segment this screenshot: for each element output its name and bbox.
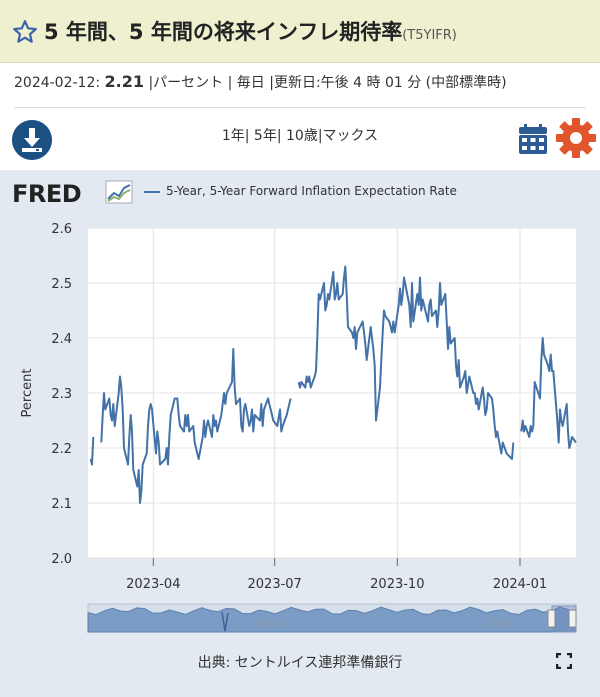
y-tick-label: 2.0 (51, 552, 72, 567)
fred-logo-icon (105, 180, 133, 204)
observation-details: |パーセント | 毎日 |更新日:午後 4 時 01 分 (中部標準時) (148, 75, 507, 91)
star-icon[interactable] (12, 19, 38, 45)
y-tick-label: 2.3 (51, 387, 72, 402)
y-axis-label: Percent (20, 369, 35, 418)
fred-logo: FRED (12, 180, 82, 208)
x-tick-label: 2023-07 (248, 577, 302, 592)
fullscreen-icon[interactable] (556, 653, 572, 669)
observation-value: 2.21 (104, 72, 145, 91)
navigator-series (87, 606, 577, 633)
calendar-icon[interactable] (518, 123, 548, 155)
legend-swatch (144, 190, 160, 193)
series-line (89, 265, 577, 504)
download-icon[interactable] (12, 120, 52, 160)
title-bar: 5 年間、5 年間の将来インフレ期待率(T5YIFR) (0, 0, 600, 63)
chart-legend: 5-Year, 5-Year Forward Inflation Expecta… (144, 184, 457, 198)
y-tick-label: 2.2 (51, 442, 72, 457)
x-tick-label: 2024-01 (493, 577, 547, 592)
page-title: 5 年間、5 年間の将来インフレ期待率(T5YIFR) (44, 16, 457, 46)
gear-icon[interactable] (556, 118, 596, 158)
x-tick-label: 2023-10 (370, 577, 424, 592)
navigator-label: 2010 (254, 617, 282, 630)
observation-date: 2024-02-12: (14, 75, 101, 91)
observation-meta: 2024-02-12: 2.21 |パーセント | 毎日 |更新日:午後 4 時… (14, 72, 507, 92)
legend-label: 5-Year, 5-Year Forward Inflation Expecta… (166, 184, 457, 198)
series-code: (T5YIFR) (402, 28, 457, 43)
source-attribution: 出典: セントルイス連邦準備銀行 (197, 655, 403, 671)
y-tick-label: 2.6 (51, 222, 72, 237)
navigator-dip (221, 611, 229, 632)
navigator-label: 2020 (484, 617, 512, 630)
y-tick-label: 2.4 (51, 332, 72, 347)
navigator-handle-left (547, 609, 556, 628)
divider (14, 107, 586, 108)
date-range-selector[interactable]: 1年| 5年| 10歳|マックス (221, 128, 379, 144)
y-tick-label: 2.1 (51, 497, 72, 512)
series-title: 5 年間、5 年間の将来インフレ期待率 (44, 20, 403, 44)
x-tick-label: 2023-04 (126, 577, 180, 592)
y-tick-label: 2.5 (51, 277, 72, 292)
navigator-handle-right (568, 609, 577, 628)
